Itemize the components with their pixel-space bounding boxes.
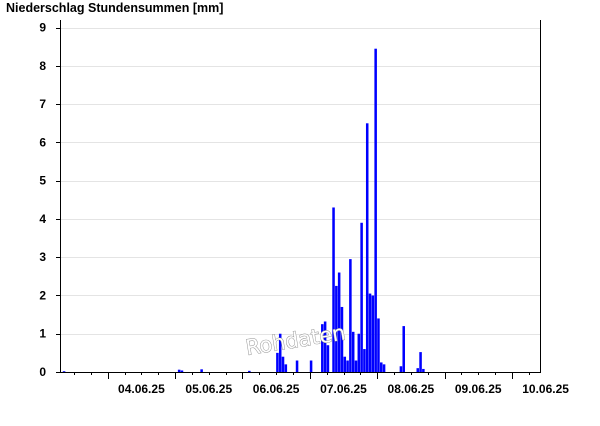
precip-bar xyxy=(351,331,355,372)
precip-bar xyxy=(326,345,330,372)
precip-bar xyxy=(402,326,405,372)
precip-bar xyxy=(349,259,352,372)
precip-bar xyxy=(309,360,313,372)
axes xyxy=(56,20,541,379)
precip-bar xyxy=(399,366,403,372)
precip-bar xyxy=(200,369,203,372)
precip-bar xyxy=(281,356,285,372)
precip-bar xyxy=(380,362,383,372)
bars xyxy=(62,48,425,372)
precip-bar xyxy=(177,369,181,372)
x-tick-label: 09.06.25 xyxy=(455,382,502,396)
y-tick-label: 5 xyxy=(39,174,46,188)
y-tick-label: 7 xyxy=(39,97,46,111)
y-tick-label: 1 xyxy=(39,327,46,341)
precip-bar xyxy=(374,48,377,372)
precip-bar xyxy=(180,370,184,372)
x-tick-label: 08.06.25 xyxy=(388,382,435,396)
precip-bar xyxy=(365,123,369,372)
grid-lines xyxy=(60,28,540,335)
precip-bar xyxy=(278,333,282,372)
precip-bar xyxy=(419,352,422,372)
precip-bar xyxy=(62,371,66,372)
x-tick-label: 04.06.25 xyxy=(118,382,165,396)
precip-bar xyxy=(337,272,341,372)
precip-bar xyxy=(371,295,375,372)
y-tick-labels: 0 1 2 3 4 5 6 7 8 9 xyxy=(39,21,46,379)
y-tick-label: 3 xyxy=(39,250,46,264)
precip-bar xyxy=(335,285,338,372)
x-tick-labels: 04.06.25 05.06.25 06.06.25 07.06.25 08.06.25… xyxy=(118,382,569,396)
precip-bar xyxy=(295,360,299,372)
precip-bar xyxy=(321,324,324,372)
precip-bar xyxy=(377,318,380,372)
precip-bar xyxy=(363,349,366,372)
y-tick-label: 6 xyxy=(39,135,46,149)
precip-bar xyxy=(416,368,420,372)
precip-bar xyxy=(248,370,251,372)
y-tick-label: 2 xyxy=(39,288,46,302)
precip-bar xyxy=(382,364,386,372)
x-tick-label: 10.06.25 xyxy=(522,382,569,396)
x-tick-label: 07.06.25 xyxy=(320,382,367,396)
precip-bar xyxy=(276,352,279,372)
precip-bar xyxy=(368,293,372,372)
watermark-text: Rohdaten xyxy=(244,321,347,360)
precip-bar xyxy=(346,360,349,372)
precip-bar xyxy=(284,364,288,372)
precip-bar xyxy=(332,207,335,372)
chart-title: Niederschlag Stundensummen [mm] xyxy=(6,1,224,15)
precip-bar xyxy=(340,306,344,372)
y-tick-label: 8 xyxy=(39,59,46,73)
y-tick-label: 9 xyxy=(39,21,46,35)
y-tick-label: 0 xyxy=(39,365,46,379)
precip-bar xyxy=(323,321,327,372)
x-tick-label: 05.06.25 xyxy=(185,382,232,396)
precip-bar xyxy=(357,333,361,372)
precip-bar xyxy=(360,222,363,372)
y-tick-label: 4 xyxy=(39,212,46,226)
x-tick-label: 06.06.25 xyxy=(253,382,300,396)
precip-bar xyxy=(422,368,425,372)
precip-bar xyxy=(354,360,358,372)
precip-bar xyxy=(343,356,347,372)
